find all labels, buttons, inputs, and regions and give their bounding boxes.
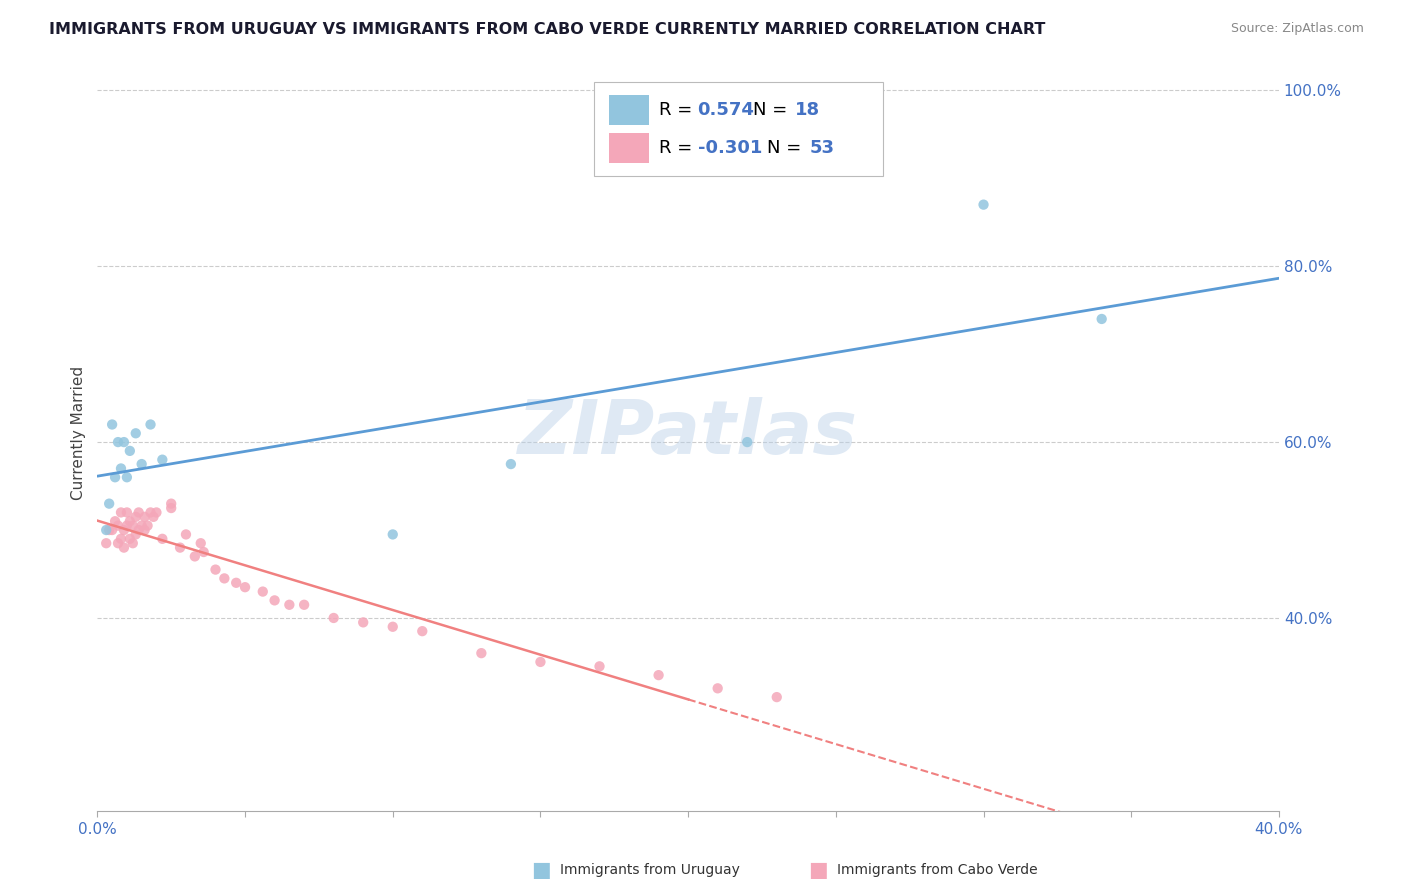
Point [98,523,121,537]
Text: N =: N = [768,139,807,157]
Point [131,457,153,471]
Point [101,417,124,432]
Point [96,523,118,537]
Point [381,620,404,634]
Point [112,523,135,537]
Point [145,505,167,519]
Point [1091,312,1114,326]
Point [139,505,162,519]
FancyBboxPatch shape [593,81,883,176]
Point [121,536,143,550]
Point [278,598,301,612]
Point [107,435,129,450]
Point [101,523,124,537]
Point [174,527,197,541]
Text: -0.301: -0.301 [697,139,762,157]
Point [735,435,758,450]
Text: ■: ■ [531,860,551,880]
Point [110,505,132,519]
Point [118,514,141,528]
Point [131,518,153,533]
Point [128,505,150,519]
Y-axis label: Currently Married: Currently Married [72,367,86,500]
Point [588,659,610,673]
Point [292,598,315,612]
Point [104,470,127,484]
Point [190,536,212,550]
Point [112,435,135,450]
Point [263,593,285,607]
Text: Immigrants from Uruguay: Immigrants from Uruguay [560,863,740,877]
Text: Source: ZipAtlas.com: Source: ZipAtlas.com [1230,22,1364,36]
Point [647,668,669,682]
Point [134,523,156,537]
Point [184,549,207,564]
Point [529,655,551,669]
Point [107,536,129,550]
Point [128,523,150,537]
Point [204,563,226,577]
Point [381,527,404,541]
Text: R =: R = [658,139,697,157]
Text: R =: R = [658,101,697,119]
Point [110,461,132,475]
Point [193,545,215,559]
Point [499,457,522,471]
Point [233,580,256,594]
Point [322,611,344,625]
Text: 0.574: 0.574 [697,101,755,119]
Point [115,470,138,484]
FancyBboxPatch shape [609,133,650,163]
Point [125,509,148,524]
Point [214,571,236,585]
Text: 53: 53 [810,139,835,157]
Text: ZIPatlas: ZIPatlas [519,397,858,470]
Point [136,518,159,533]
Point [118,443,141,458]
Text: N =: N = [754,101,793,119]
Text: Immigrants from Cabo Verde: Immigrants from Cabo Verde [837,863,1038,877]
Point [765,690,787,705]
Text: ■: ■ [808,860,828,880]
Point [139,417,162,432]
Point [107,518,129,533]
Point [150,452,173,467]
Point [112,541,135,555]
Point [470,646,492,660]
Point [115,518,138,533]
Text: 18: 18 [794,101,820,119]
Point [169,541,191,555]
Point [150,532,173,546]
Point [142,509,165,524]
Point [160,497,183,511]
Point [121,518,143,533]
Point [125,426,148,441]
Text: IMMIGRANTS FROM URUGUAY VS IMMIGRANTS FROM CABO VERDE CURRENTLY MARRIED CORRELAT: IMMIGRANTS FROM URUGUAY VS IMMIGRANTS FR… [49,22,1046,37]
Point [125,527,148,541]
FancyBboxPatch shape [609,95,650,125]
Point [973,197,995,211]
Point [118,532,141,546]
Point [252,584,274,599]
Point [98,497,121,511]
Point [160,501,183,516]
Point [115,505,138,519]
Point [110,532,132,546]
Point [352,615,374,630]
Point [706,681,728,696]
Point [104,514,127,528]
Point [225,575,247,590]
Point [134,509,156,524]
Point [411,624,433,639]
Point [96,536,118,550]
